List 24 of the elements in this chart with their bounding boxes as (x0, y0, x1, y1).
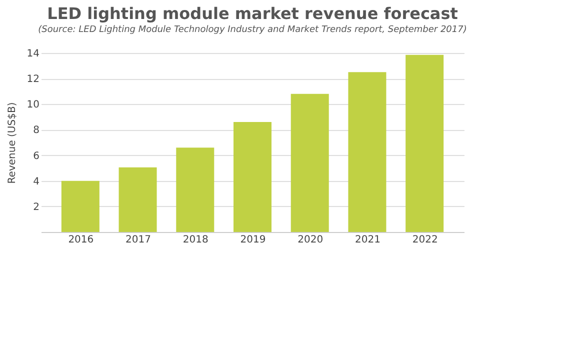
y-tick-label: 4 (33, 176, 40, 188)
bar (234, 122, 272, 232)
y-tick-label: 6 (33, 150, 40, 162)
bar (406, 54, 444, 232)
x-tick-label: 2020 (298, 234, 324, 246)
y-tick-label: 8 (33, 125, 40, 136)
chart-subtitle: (Source: LED Lighting Module Technology Industry and Market Trends report, September 2017) (38, 25, 467, 35)
y-tick-label: 10 (26, 100, 40, 111)
y-axis-title: Revenue (US$B) (6, 102, 18, 184)
x-tick-label: 2022 (412, 234, 438, 246)
x-tick-label: 2016 (68, 234, 94, 246)
y-tick-label: 2 (33, 202, 40, 213)
bar (290, 94, 329, 232)
x-tick-label: 2019 (240, 234, 266, 246)
bar (118, 167, 157, 232)
y-tick-label: 14 (26, 48, 40, 60)
bar (176, 148, 214, 232)
x-tick-label: 2017 (126, 234, 152, 246)
x-tick-label: 2018 (182, 234, 208, 246)
bar (348, 72, 386, 232)
x-tick-label: 2021 (354, 234, 380, 246)
y-tick-label: 12 (26, 74, 40, 86)
bar (61, 180, 100, 232)
chart-title: LED lighting module market revenue forecast (47, 4, 458, 23)
